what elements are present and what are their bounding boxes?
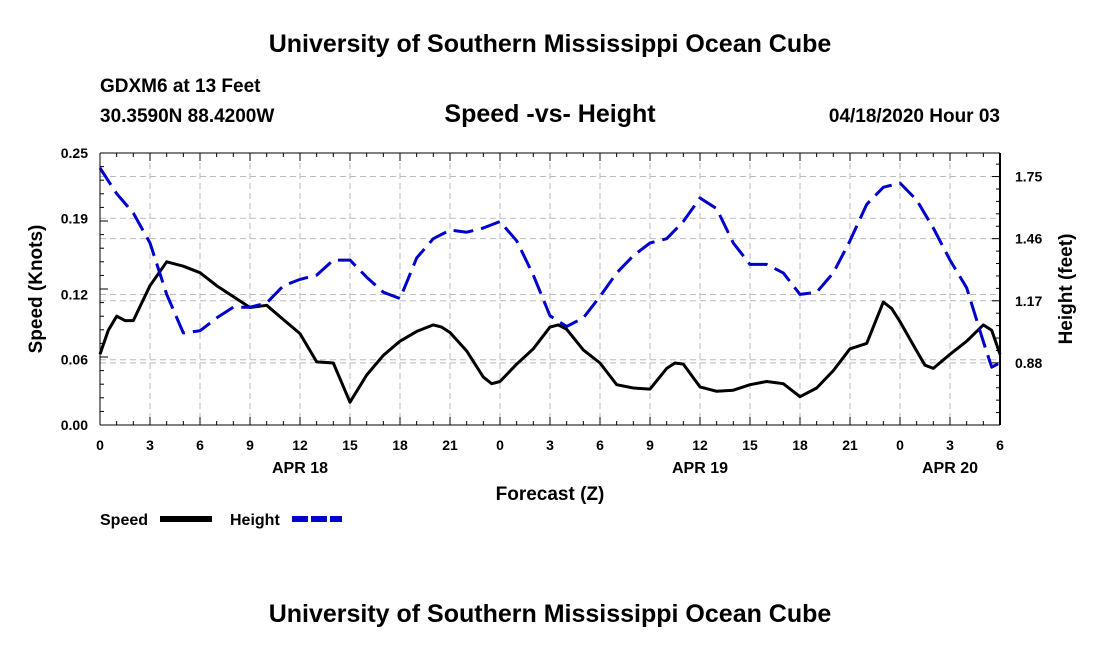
date-label: APR 20 xyxy=(922,460,978,477)
x-tick-label: 21 xyxy=(442,437,458,453)
x-tick-label: 0 xyxy=(96,437,104,453)
x-tick-label: 12 xyxy=(292,437,308,453)
x-tick-label: 15 xyxy=(342,437,358,453)
x-tick-label: 9 xyxy=(246,437,254,453)
y-right-tick-label: 1.46 xyxy=(1015,231,1042,247)
x-tick-label: 3 xyxy=(546,437,554,453)
x-tick-label: 6 xyxy=(196,437,204,453)
chart-subtitle: Speed -vs- Height xyxy=(444,100,656,128)
coordinates-label: 30.3590N 88.4200W xyxy=(100,106,275,127)
x-tick-label: 6 xyxy=(596,437,604,453)
legend-label-height: Height xyxy=(230,512,280,529)
x-tick-label: 0 xyxy=(496,437,504,453)
y-left-tick-label: 0.12 xyxy=(61,286,88,302)
labels-layer: 0 3 6 9 12 15 18 21 0 3 6 9 12 15 18 21 0 3 6 0.00 0.06 0.12 0… xyxy=(26,145,1077,505)
station-label: GDXM6 at 13 Feet xyxy=(100,76,261,97)
x-tick-label: 3 xyxy=(946,437,954,453)
grid-layer xyxy=(100,153,1000,425)
x-tick-label: 12 xyxy=(692,437,708,453)
x-tick-label: 18 xyxy=(792,437,808,453)
forecast-datetime: 04/18/2020 Hour 03 xyxy=(828,106,1000,127)
x-tick-label: 6 xyxy=(996,437,1004,453)
y-right-tick-label: 1.17 xyxy=(1015,293,1042,309)
y-left-axis-title: Speed (Knots) xyxy=(26,225,47,354)
y-left-tick-label: 0.19 xyxy=(61,210,88,226)
series-speed-line xyxy=(98,260,1002,404)
y-left-tick-label: 0.06 xyxy=(61,352,88,368)
page-title: University of Southern Mississippi Ocean… xyxy=(268,30,832,58)
date-label: APR 19 xyxy=(672,460,728,477)
date-label: APR 18 xyxy=(272,460,328,477)
y-left-tick-label: 0.25 xyxy=(61,145,88,161)
x-tick-label: 21 xyxy=(842,437,858,453)
series-height-line xyxy=(98,167,1001,369)
legend: Speed Height xyxy=(100,512,342,529)
x-tick-label: 15 xyxy=(742,437,758,453)
x-tick-label: 9 xyxy=(646,437,654,453)
footer-title: University of Southern Mississippi Ocean… xyxy=(268,600,832,628)
legend-label-speed: Speed xyxy=(100,512,148,529)
x-tick-label: 18 xyxy=(392,437,408,453)
x-tick-label: 0 xyxy=(896,437,904,453)
x-axis-title: Forecast (Z) xyxy=(496,484,605,505)
axes-layer xyxy=(99,152,1001,426)
y-right-axis-title: Height (feet) xyxy=(1056,234,1077,345)
y-right-tick-label: 0.88 xyxy=(1015,355,1042,371)
x-tick-label: 3 xyxy=(146,437,154,453)
y-left-tick-label: 0.00 xyxy=(61,417,88,433)
series-layer xyxy=(98,167,1002,404)
y-right-tick-label: 1.75 xyxy=(1015,169,1042,185)
